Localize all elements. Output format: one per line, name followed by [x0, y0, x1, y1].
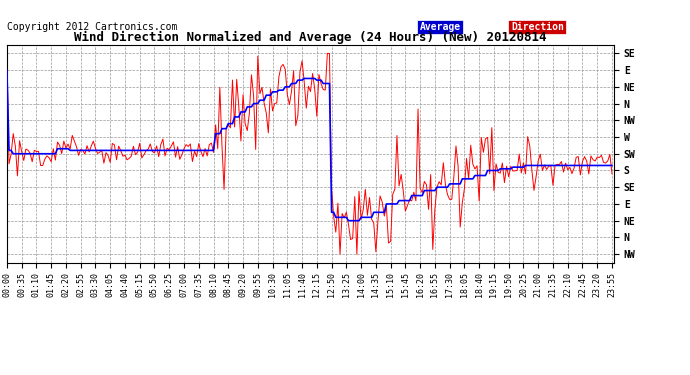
Title: Wind Direction Normalized and Average (24 Hours) (New) 20120814: Wind Direction Normalized and Average (2… — [75, 31, 546, 44]
Text: Average: Average — [420, 22, 461, 32]
Text: Direction: Direction — [511, 22, 564, 32]
Text: Copyright 2012 Cartronics.com: Copyright 2012 Cartronics.com — [7, 22, 177, 32]
